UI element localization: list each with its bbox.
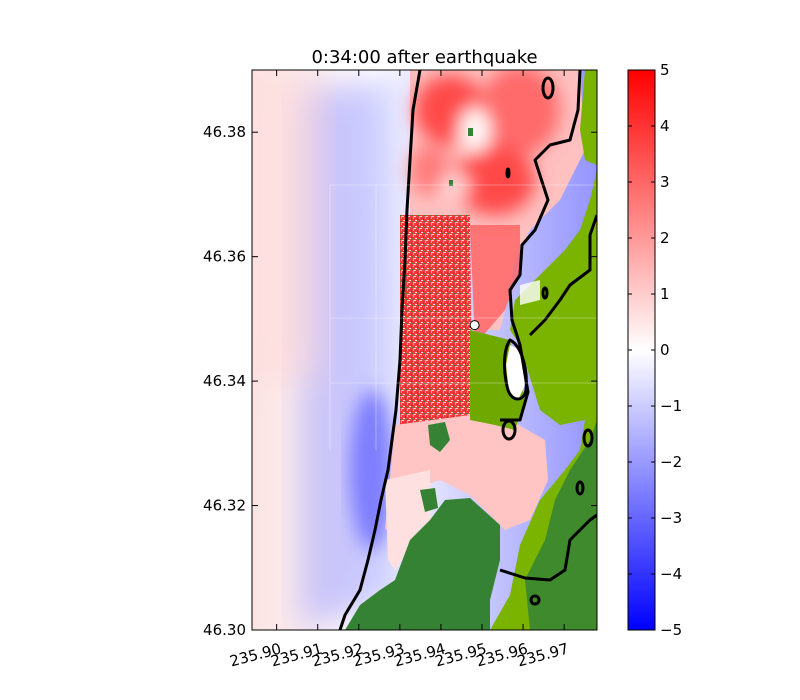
y-tick-label: 46.36 (203, 248, 246, 266)
lake-north (520, 280, 540, 305)
colorbar-tick-label: 5 (660, 61, 670, 79)
contour-islet-6 (529, 594, 541, 606)
contour-islet-3 (541, 286, 549, 300)
gauge-marker (469, 320, 480, 331)
contour-islet-2 (541, 76, 555, 100)
plot-area (252, 70, 597, 630)
dry-land-light-east (580, 70, 597, 165)
contour-islet-1 (501, 419, 517, 441)
dry-land-dark-patch-2 (420, 488, 438, 512)
dry-land-dark-patch (428, 422, 450, 452)
colorbar (627, 69, 656, 631)
inundation-town-east (470, 225, 520, 345)
colorbar-tick-label: 4 (660, 117, 670, 135)
colorbar-tick-label: −5 (660, 621, 682, 639)
dry-land-dark-south (345, 498, 500, 630)
contour-islet-4 (505, 167, 511, 179)
y-tick-label: 46.38 (203, 123, 246, 141)
lake-east (506, 345, 525, 400)
chart-title: 0:34:00 after earthquake (311, 47, 537, 68)
y-tick-label: 46.32 (203, 497, 246, 515)
colorbar-tick-label: −1 (660, 397, 682, 415)
y-axis: 46.30 46.32 46.34 46.36 46.38 (203, 123, 597, 639)
colorbar-ticks: −5 −4 −3 −2 −1 0 1 2 3 4 5 (628, 61, 682, 639)
colorbar-tick-label: 3 (660, 173, 670, 191)
inundation-north-highs (410, 70, 560, 215)
dry-land-tiny-patch-2 (449, 180, 453, 186)
contour-south-shore (499, 513, 597, 582)
inundation-south (385, 415, 548, 530)
colorbar-tick-label: 2 (660, 229, 670, 247)
y-tick-label: 46.34 (203, 372, 246, 390)
colorbar-tick-label: 0 (660, 341, 670, 359)
colorbar-tick-label: 1 (660, 285, 670, 303)
ocean-offshore-pink (252, 70, 322, 380)
contour-estuary (528, 214, 597, 337)
dry-land-tiny-patch (468, 128, 473, 136)
contour-east-lake (503, 338, 528, 401)
refinement-grid-lines (329, 184, 597, 450)
y-tick-label: 46.30 (203, 621, 246, 639)
contour-islet-7 (582, 428, 594, 448)
axes-frame (251, 69, 598, 631)
inundation-town (400, 215, 472, 425)
dry-land-dark-east (525, 330, 597, 630)
colorbar-tick-label: −4 (660, 565, 682, 583)
contour-islet-5 (575, 480, 585, 496)
colorbar-tick-label: −3 (660, 509, 682, 527)
inundation-south-west (385, 470, 430, 570)
ocean-low-spot (350, 390, 394, 550)
colorbar-tick-label: −2 (660, 453, 682, 471)
